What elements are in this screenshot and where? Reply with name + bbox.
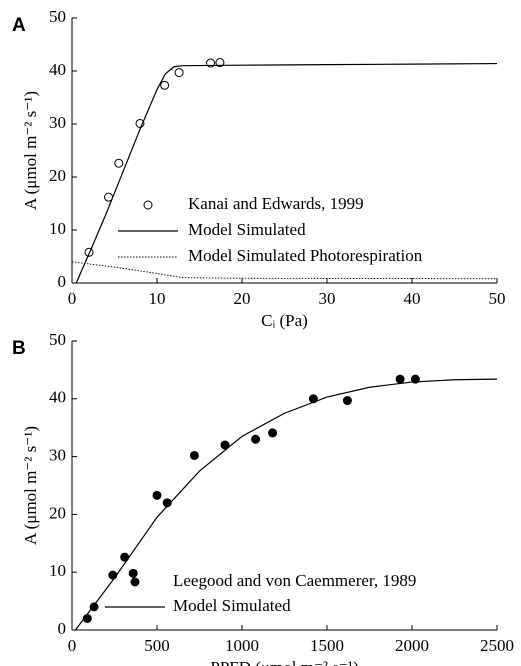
model-line xyxy=(74,378,498,631)
data-point xyxy=(152,490,162,500)
data-point xyxy=(174,68,184,78)
y-tick-label: 40 xyxy=(49,388,66,407)
x-tick-label: 10 xyxy=(149,289,166,308)
legend-label: Model Simulated Photorespiration xyxy=(188,246,423,265)
legend-label: Leegood and von Caemmerer, 1989 xyxy=(173,571,416,590)
legend-label: Kanai and Edwards, 1999 xyxy=(188,194,364,213)
data-point xyxy=(160,80,170,90)
y-tick-label: 0 xyxy=(58,272,67,291)
y-tick-label: 20 xyxy=(49,503,66,522)
x-tick-label: 30 xyxy=(319,289,336,308)
data-point xyxy=(268,428,278,438)
data-point xyxy=(220,440,230,450)
data-point xyxy=(108,570,118,580)
x-tick-label: 20 xyxy=(234,289,251,308)
legend-marker xyxy=(143,200,153,210)
y-tick-label: 0 xyxy=(58,619,67,638)
x-tick-label: 500 xyxy=(144,636,170,655)
data-point xyxy=(135,118,145,128)
x-tick-label: 1000 xyxy=(225,636,259,655)
data-point xyxy=(395,374,405,384)
data-point xyxy=(342,396,352,406)
y-tick-label: 30 xyxy=(49,113,66,132)
y-tick-label: 10 xyxy=(49,219,66,238)
legend-label: Model Simulated xyxy=(173,596,291,615)
data-point xyxy=(114,158,124,168)
x-axis-label: PPFD (μmol m⁻² s⁻¹) xyxy=(210,658,358,666)
x-tick-label: 0 xyxy=(68,636,77,655)
y-axis-label: A (μmol m⁻² s⁻¹) xyxy=(21,426,40,545)
model-line xyxy=(75,62,498,284)
y-axis-label: A (μmol m⁻² s⁻¹) xyxy=(21,91,40,210)
y-tick-label: 10 xyxy=(49,561,66,580)
panel-label: B xyxy=(12,338,26,359)
data-point xyxy=(89,602,99,612)
data-point xyxy=(84,247,94,257)
data-point xyxy=(251,434,261,444)
y-tick-label: 50 xyxy=(49,330,66,349)
y-tick-label: 30 xyxy=(49,446,66,465)
y-tick-label: 20 xyxy=(49,166,66,185)
panel-label: A xyxy=(12,15,26,36)
x-tick-label: 50 xyxy=(489,289,506,308)
x-tick-label: 40 xyxy=(404,289,421,308)
x-tick-label: 1500 xyxy=(310,636,344,655)
data-point xyxy=(128,568,138,578)
y-tick-label: 50 xyxy=(49,7,66,26)
data-point xyxy=(189,450,199,460)
legend-marker xyxy=(130,577,140,587)
y-tick-label: 40 xyxy=(49,60,66,79)
x-tick-label: 0 xyxy=(68,289,77,308)
legend-label: Model Simulated xyxy=(188,220,306,239)
data-point xyxy=(206,58,216,68)
x-axis-label: Cᵢ (Pa) xyxy=(261,311,308,330)
model-line xyxy=(71,261,498,280)
x-tick-label: 2000 xyxy=(395,636,429,655)
x-tick-label: 2500 xyxy=(480,636,514,655)
data-point xyxy=(215,58,225,68)
